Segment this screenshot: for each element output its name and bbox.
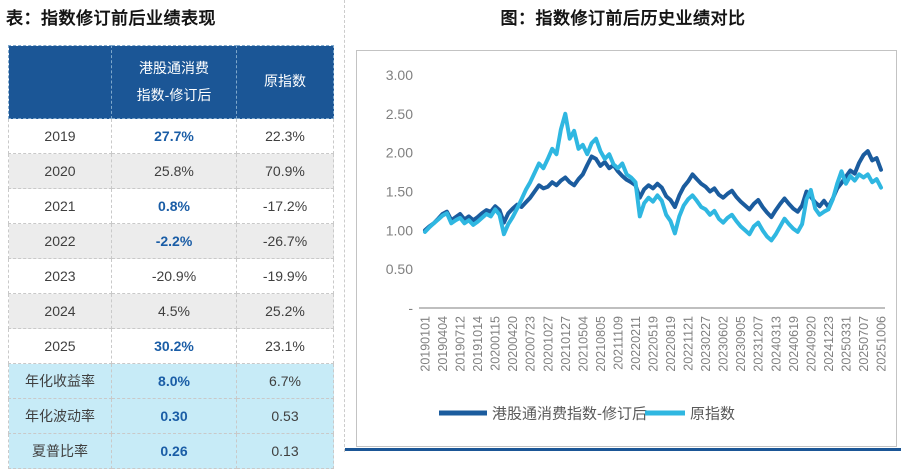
row-label: 2022 [8,223,112,259]
x-axis-tick-label: 20190404 [436,316,450,372]
x-axis-tick-label: 20220819 [664,316,678,372]
x-axis-tick-label: 20230227 [699,316,713,372]
report-figure: { "left": { "title": "表：指数修订前后业绩表现", "ta… [6,0,901,469]
x-axis-tick-label: 20220211 [629,316,643,371]
bottom-rule [345,448,901,451]
chart-panel: 3.00 2.50 2.00 1.50 1.00 0.50 -20190101 2019040… [356,50,897,447]
row-label: 2024 [8,293,112,329]
row-label: 年化波动率 [8,398,112,434]
series-line-original [423,111,883,243]
header-cell-revised: 港股通消费指数-修订后 [111,45,237,119]
table-header-row: 港股通消费指数-修订后 原指数 [8,45,334,119]
row-label: 2021 [8,188,112,224]
original-value: 70.9% [236,153,334,189]
row-label: 2020 [8,153,112,189]
x-axis-tick-label: 20211109 [611,316,625,370]
revised-value: 8.0% [111,363,237,399]
y-axis-tick-label: 3.00 [386,67,413,83]
chart-title: 图：指数修订前后历史业绩对比 [500,9,746,28]
performance-table: 港股通消费 指数-修订后 原指数 2019 27.7% 22.3% 2020 25.8% 7… [8,45,334,469]
x-axis-tick-label: 20251006 [874,316,888,372]
x-axis-tick-label: 20201027 [541,316,555,372]
original-value: 25.2% [236,293,334,329]
revised-value: 0.30 [111,398,237,434]
x-axis-tick-label: 20231207 [752,316,766,372]
y-axis-tick-label: 2.50 [386,106,413,122]
revised-value: -2.2% [111,223,237,259]
pane-divider [344,0,345,452]
x-axis-tick-label: 20240619 [787,316,801,372]
original-value: -19.9% [236,258,334,294]
revised-value: 25.8% [111,153,237,189]
x-axis-tick-label: 20240920 [804,316,818,372]
x-axis-tick-label: 20221121 [682,316,696,371]
header-cell-empty [8,45,112,119]
x-axis-tick-label: 20220519 [646,316,660,372]
x-axis-tick-label: 20250331 [839,316,853,372]
row-label: 夏普比率 [8,433,112,469]
revised-value: -20.9% [111,258,237,294]
y-axis-tick-label: 0.50 [386,261,413,277]
revised-value: 4.5% [111,293,237,329]
table-row: 2023 -20.9% -19.9% [8,258,334,294]
table-row: 夏普比率 0.26 0.13 [8,433,334,469]
x-axis-tick-label: 20230602 [717,316,731,372]
y-axis-tick-label: - [408,300,413,316]
legend-label: 港股通消费指数-修订后 [492,406,647,423]
table-title: 表：指数修订前后业绩表现 [6,9,216,28]
revised-value: 0.8% [111,188,237,224]
original-value: 23.1% [236,328,334,364]
x-axis-tick-label: 20191014 [471,316,485,372]
header-cell-original: 原指数 [236,45,334,119]
table-row: 年化收益率 8.0% 6.7% [8,363,334,399]
original-value: -17.2% [236,188,334,224]
x-axis-tick-label: 20210805 [594,316,608,372]
x-axis-tick-label: 20190101 [419,316,433,372]
x-axis-tick-label: 20190712 [454,316,468,372]
row-label: 2023 [8,258,112,294]
original-value: 0.13 [236,433,334,469]
row-label: 2019 [8,118,112,154]
y-axis-tick-label: 1.50 [386,183,413,199]
row-label: 2025 [8,328,112,364]
table-row: 2021 0.8% -17.2% [8,188,334,224]
y-axis-tick-label: 2.00 [386,145,413,161]
table-row: 2020 25.8% 70.9% [8,153,334,189]
revised-value: 0.26 [111,433,237,469]
original-value: 0.53 [236,398,334,434]
original-value: 22.3% [236,118,334,154]
x-axis-tick-label: 20200420 [506,316,520,372]
original-value: 6.7% [236,363,334,399]
legend-label: 原指数 [690,406,735,423]
table-row: 2024 4.5% 25.2% [8,293,334,329]
table-row: 2019 27.7% 22.3% [8,118,334,154]
revised-value: 27.7% [111,118,237,154]
x-axis-tick-label: 20200115 [489,316,503,371]
y-axis-tick-label: 1.00 [386,222,413,238]
row-label: 年化收益率 [8,363,112,399]
table-row: 2025 30.2% 23.1% [8,328,334,364]
x-axis-tick-label: 20200723 [524,316,538,372]
header-revised-line2: 指数-修订后 [136,87,212,103]
table-row: 2022 -2.2% -26.7% [8,223,334,259]
header-revised-line1: 港股通消费 [139,59,209,76]
x-axis-tick-label: 20230905 [734,316,748,372]
original-value: -26.7% [236,223,334,259]
x-axis-tick-label: 20210504 [576,316,590,372]
table-row: 年化波动率 0.30 0.53 [8,398,334,434]
x-axis-tick-label: 20241223 [822,316,836,372]
x-axis-tick-label: 20240313 [769,316,783,372]
revised-value: 30.2% [111,328,237,364]
x-axis-tick-label: 20210127 [559,316,573,372]
line-chart: 3.00 2.50 2.00 1.50 1.00 0.50 -20190101 2019040… [386,67,889,423]
x-axis-tick-label: 20250707 [857,316,871,372]
